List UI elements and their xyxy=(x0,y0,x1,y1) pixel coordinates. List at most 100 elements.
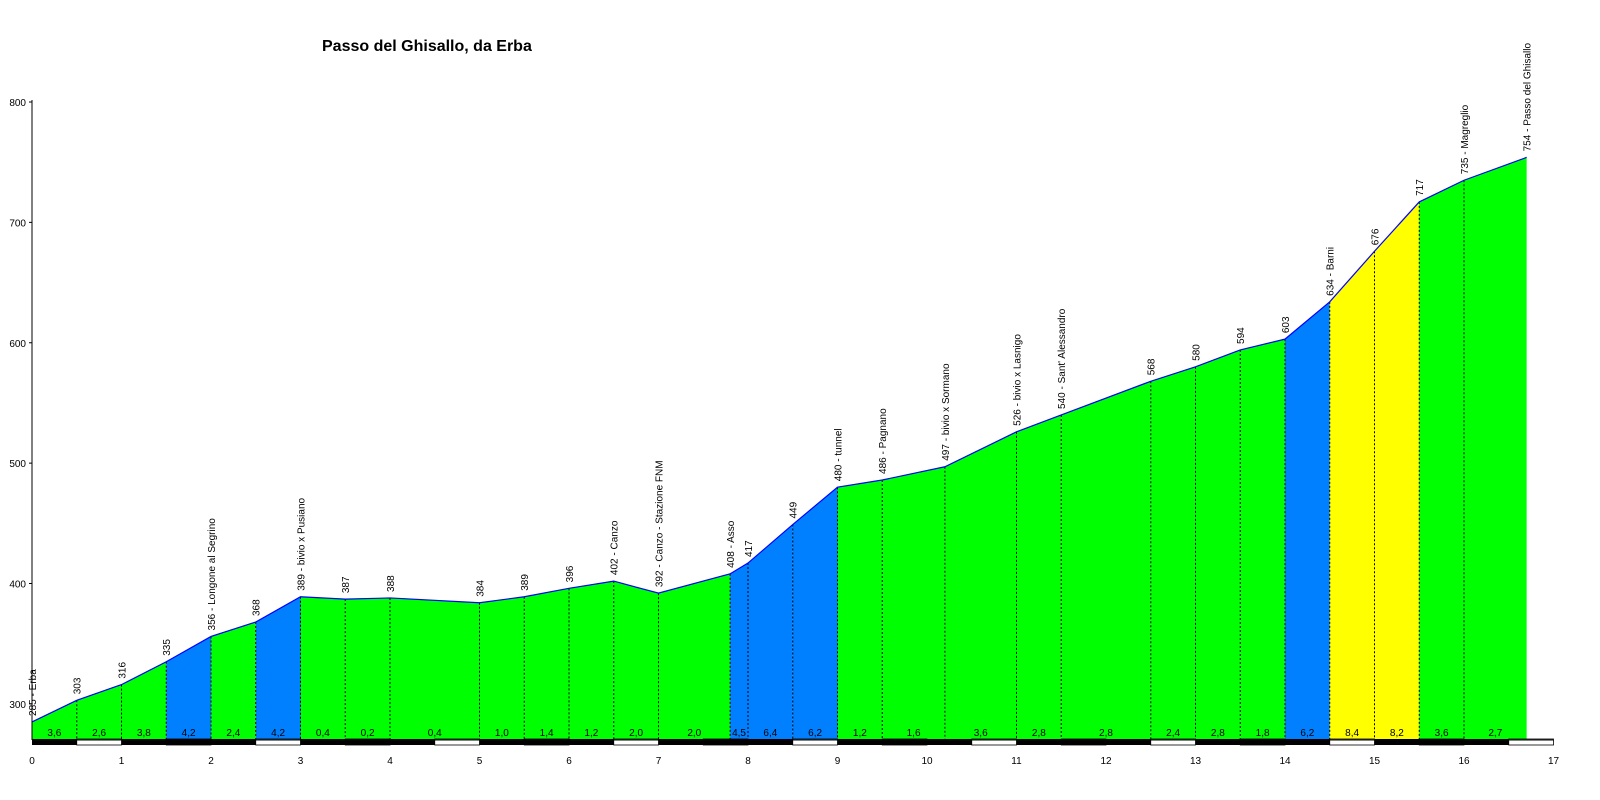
km-band-dark xyxy=(1106,739,1151,745)
profile-segment xyxy=(255,596,301,740)
gradient-label: 1,6 xyxy=(907,728,921,739)
point-label: 568 xyxy=(1147,358,1158,375)
gradient-label: 2,0 xyxy=(629,728,643,739)
km-band-dark xyxy=(1016,739,1062,745)
point-label: 384 xyxy=(476,580,487,597)
profile-segment xyxy=(1464,157,1527,740)
x-tick-label: 10 xyxy=(921,756,933,767)
profile-segment xyxy=(390,597,480,740)
point-label: 634 - Barni xyxy=(1326,247,1337,296)
profile-segment xyxy=(1195,349,1241,740)
point-label: 285 - Erba xyxy=(28,669,39,716)
gradient-label: 3,6 xyxy=(1435,728,1449,739)
point-label: 540 - Sant' Alessandro xyxy=(1057,308,1068,409)
profile-segment xyxy=(166,636,211,740)
km-band-dark xyxy=(748,739,793,745)
gradient-label: 0,2 xyxy=(361,728,375,739)
point-label: 335 xyxy=(162,639,173,656)
x-tick-label: 15 xyxy=(1369,756,1381,767)
point-label: 580 xyxy=(1192,344,1203,361)
gradient-label: 0,4 xyxy=(316,728,330,739)
profile-segment xyxy=(1285,301,1330,740)
gradient-label: 4,5 xyxy=(732,728,746,739)
profile-segment xyxy=(76,684,122,740)
profile-segment xyxy=(1374,201,1420,740)
gradient-label: 3,6 xyxy=(47,728,61,739)
profile-segment xyxy=(121,661,167,740)
point-label: 392 - Canzo - Stazione FNM xyxy=(655,460,666,587)
profile-segment xyxy=(479,596,525,740)
gradient-label: 8,2 xyxy=(1390,728,1404,739)
point-label: 388 xyxy=(386,575,397,592)
point-label: 594 xyxy=(1236,327,1247,344)
gradient-label: 4,2 xyxy=(271,728,285,739)
profile-segment xyxy=(211,622,256,740)
y-tick-label: 600 xyxy=(9,339,26,350)
point-label: 316 xyxy=(118,662,129,679)
km-band-dark xyxy=(121,739,167,745)
profile-segment xyxy=(1150,366,1196,740)
profile-segment xyxy=(792,487,838,740)
profile-segment xyxy=(748,524,793,740)
profile-segment xyxy=(882,466,945,740)
km-band-dark xyxy=(1464,739,1509,745)
gradient-label: 0,4 xyxy=(428,728,442,739)
point-label: 449 xyxy=(789,501,800,518)
point-label: 303 xyxy=(73,677,84,694)
x-tick-label: 17 xyxy=(1548,756,1560,767)
km-band-dark xyxy=(32,739,77,745)
km-band-light xyxy=(1508,738,1554,746)
gradient-label: 2,4 xyxy=(1166,728,1180,739)
profile-segment xyxy=(1329,251,1375,740)
profile-segment xyxy=(730,563,748,740)
km-band-dark xyxy=(479,739,525,745)
gradient-label: 2,4 xyxy=(226,728,240,739)
y-tick-label: 400 xyxy=(9,580,26,591)
point-label: 480 - tunnel xyxy=(834,428,845,481)
km-band-dark xyxy=(211,739,256,745)
profile-segment xyxy=(1016,414,1062,740)
profile-segment xyxy=(658,573,731,740)
km-band-dark xyxy=(300,739,346,745)
gradient-label: 1,8 xyxy=(1256,728,1270,739)
point-label: 387 xyxy=(341,576,352,593)
km-band-dark xyxy=(1285,739,1330,745)
km-band-dark xyxy=(837,739,883,745)
x-tick-label: 16 xyxy=(1458,756,1470,767)
gradient-label: 8,4 xyxy=(1345,728,1359,739)
gradient-label: 2,8 xyxy=(1032,728,1046,739)
point-label: 417 xyxy=(744,540,755,557)
gradient-label: 4,2 xyxy=(182,728,196,739)
point-label: 603 xyxy=(1281,316,1292,333)
gradient-label: 6,2 xyxy=(808,728,822,739)
chart-title: Passo del Ghisallo, da Erba xyxy=(322,38,532,55)
profile-segment xyxy=(1061,381,1151,740)
gradient-label: 6,2 xyxy=(1300,728,1314,739)
x-tick-label: 3 xyxy=(298,756,304,767)
point-label: 754 - Passo del Ghisallo xyxy=(1523,43,1534,152)
km-band-dark xyxy=(927,739,972,745)
y-tick-label: 800 xyxy=(9,98,26,109)
km-band-dark xyxy=(1195,739,1241,745)
gradient-label: 2,7 xyxy=(1488,728,1502,739)
point-label: 676 xyxy=(1371,228,1382,245)
point-label: 717 xyxy=(1415,179,1426,196)
profile-segment xyxy=(524,588,569,740)
x-tick-label: 12 xyxy=(1100,756,1112,767)
point-label: 389 - bivio x Pusiano xyxy=(297,497,308,590)
profile-segment xyxy=(1419,180,1464,740)
point-label: 396 xyxy=(565,565,576,582)
gradient-label: 1,0 xyxy=(495,728,509,739)
gradient-label: 2,6 xyxy=(92,728,106,739)
point-label: 368 xyxy=(252,599,263,616)
profile-segment xyxy=(32,700,77,740)
km-band-dark xyxy=(658,739,704,745)
x-tick-label: 0 xyxy=(29,756,35,767)
y-tick-label: 700 xyxy=(9,218,26,229)
x-tick-label: 1 xyxy=(119,756,125,767)
gradient-label: 2,0 xyxy=(687,728,701,739)
x-tick-label: 9 xyxy=(835,756,841,767)
point-label: 402 - Canzo xyxy=(610,520,621,575)
x-tick-label: 5 xyxy=(477,756,483,767)
